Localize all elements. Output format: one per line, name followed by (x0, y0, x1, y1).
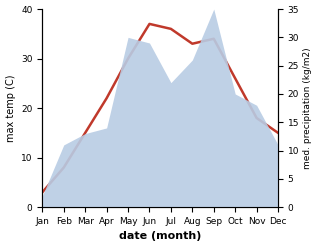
X-axis label: date (month): date (month) (119, 231, 201, 242)
Y-axis label: max temp (C): max temp (C) (5, 74, 16, 142)
Y-axis label: med. precipitation (kg/m2): med. precipitation (kg/m2) (303, 47, 313, 169)
